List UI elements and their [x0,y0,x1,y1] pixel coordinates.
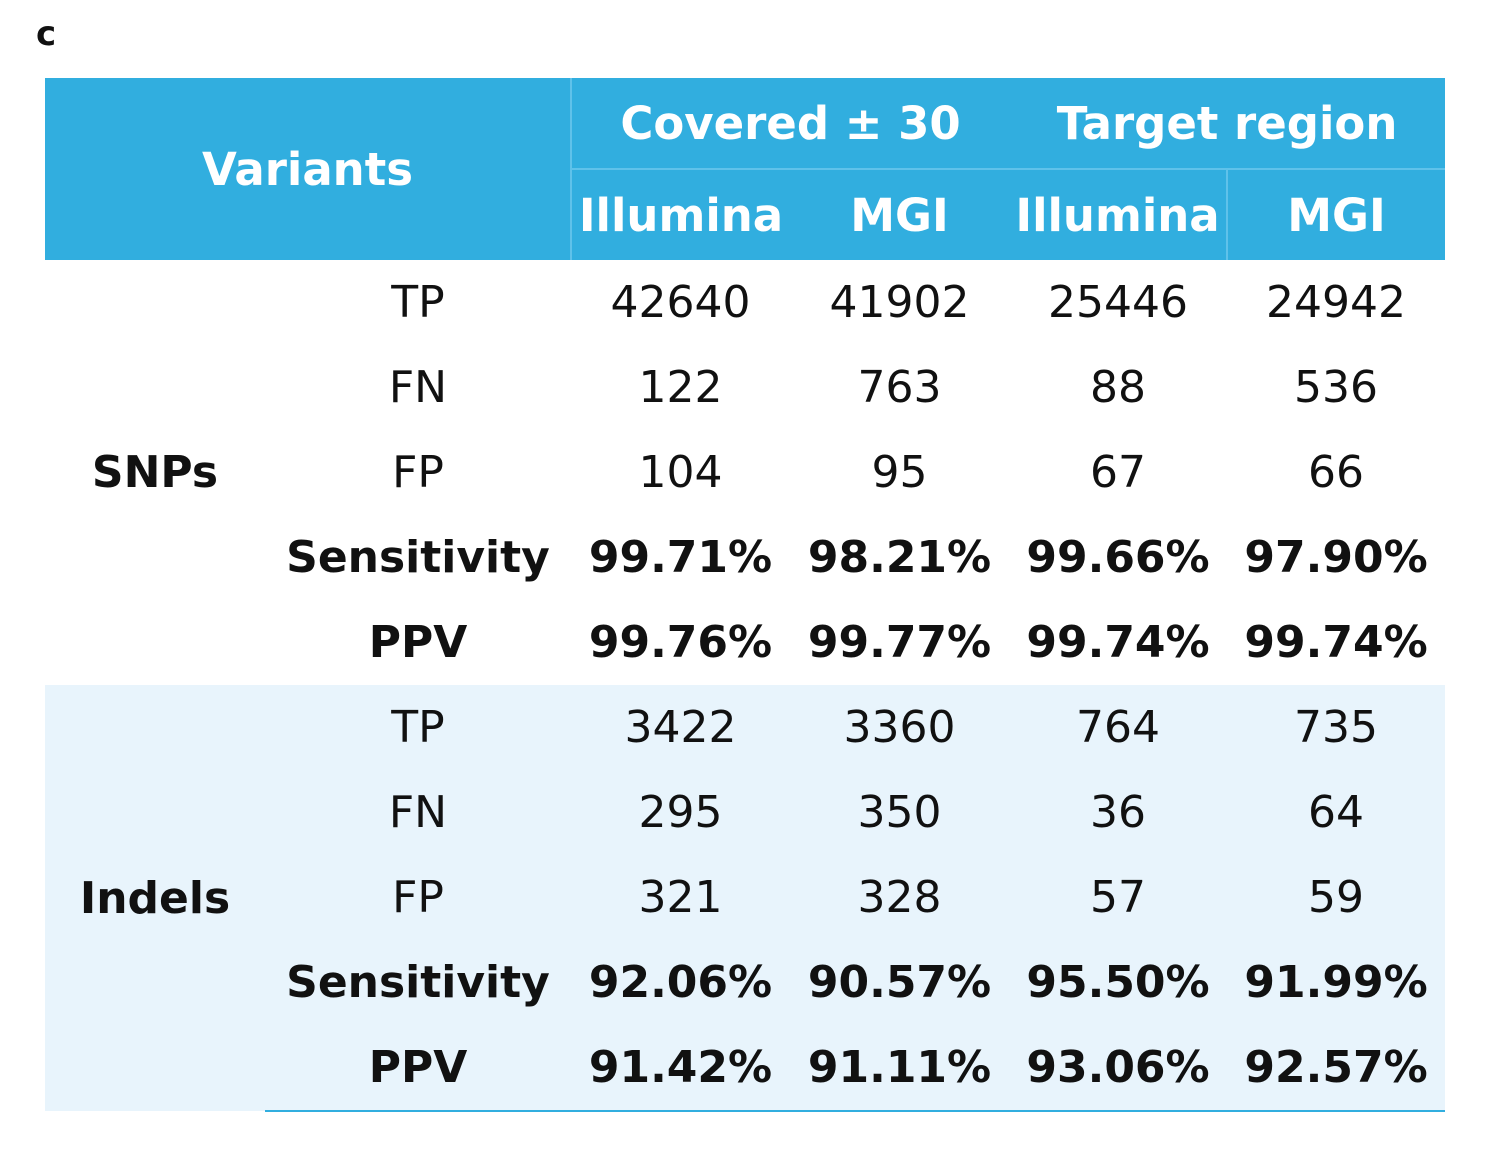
value-cell: 91.42% [571,1025,790,1112]
value-cell: 92.06% [571,940,790,1025]
metric-label: TP [391,277,445,328]
indels-section: Indels TP 3422 3360 764 735 FN 295 350 36 64 FP 321 3… [45,685,1446,1112]
value-cell: 93.06% [1009,1025,1228,1112]
value-cell: 321 [571,855,790,940]
value-cell: 59 [1227,855,1446,940]
value-cell: 536 [1294,362,1379,413]
value-cell: 104 [638,447,723,498]
table-row: PPV 99.76% 99.77% 99.74% 99.74% [45,600,1445,685]
table-row: SNPs TP 42640 41902 25446 24942 [45,260,1445,498]
value-cell: 99.77% [807,617,992,668]
platform-header: Illumina [1009,169,1228,260]
value-cell: 67 [1090,447,1147,498]
value-cell: 99.76% [588,617,773,668]
metric-label: FP [265,855,571,940]
metric-label: Sensitivity [286,532,550,583]
value-cell: 328 [790,855,1010,940]
section-label: Indels [45,685,265,1111]
metric-label: PPV [368,617,468,668]
table-row: FN 295 350 36 64 [45,770,1446,855]
table-row: FN 122 763 88 536 [45,345,1445,430]
value-cell: 95.50% [1009,940,1228,1025]
value-cell: 25446 [1048,277,1188,328]
table-row: PPV 91.42% 91.11% 93.06% 92.57% [45,1025,1446,1112]
value-cell: 41902 [829,277,970,328]
table-header: Variants Covered ± 30 Target region Illu… [45,78,1446,260]
platform-header: Illumina [570,169,790,260]
value-cell: 122 [638,362,723,413]
metric-label: TP [265,685,571,770]
value-cell: 66 [1308,447,1365,498]
table-row: Indels TP 3422 3360 764 735 [45,685,1446,1111]
value-cell: 3360 [790,685,1010,770]
value-cell: 98.21% [807,532,992,583]
metric-label: FN [388,362,448,413]
value-cell: 57 [1009,855,1228,940]
platform-header: MGI [790,169,1010,260]
panel-label: c [36,14,57,54]
value-cell: 88 [1090,362,1147,413]
value-cell: 3422 [571,685,790,770]
value-cell: 99.66% [1026,532,1210,583]
platform-header: MGI [1226,169,1446,260]
value-cell: 42640 [610,277,751,328]
value-cell: 295 [571,770,790,855]
value-cell: 735 [1227,685,1446,770]
metric-label: PPV [265,1025,571,1112]
value-cell: 24942 [1266,277,1407,328]
table-row: FP 321 328 57 59 [45,855,1446,940]
group-header-covered: Covered ± 30 [569,78,1010,170]
value-cell: 763 [857,362,942,413]
group-header-target: Target region [1009,78,1446,170]
value-cell: 99.71% [588,532,773,583]
table-row: Sensitivity 99.71% 98.21% 99.66% 97.90% [45,515,1445,600]
value-cell: 350 [790,770,1010,855]
value-cell: 36 [1009,770,1228,855]
metric-label: FN [265,770,571,855]
value-cell: 99.74% [1026,617,1210,668]
value-cell: 92.57% [1227,1025,1446,1112]
value-cell: 97.90% [1244,532,1428,583]
value-cell: 95 [871,447,928,498]
table-row: Sensitivity 92.06% 90.57% 95.50% 91.99% [45,940,1446,1025]
metric-label: Sensitivity [265,940,571,1025]
variants-header: Variants [45,78,571,260]
metric-label: FP [392,447,444,498]
value-cell: 764 [1009,685,1228,770]
value-cell: 91.99% [1227,940,1446,1025]
value-cell: 64 [1227,770,1446,855]
table-row: FP 104 95 67 66 [45,430,1445,515]
value-cell: 91.11% [790,1025,1010,1112]
value-cell: 90.57% [790,940,1010,1025]
section-label: SNPs [91,447,219,498]
snps-section: SNPs TP 42640 41902 25446 24942 FN 122 763 88 536 F… [45,260,1445,685]
variant-metrics-table: Variants Covered ± 30 Target region Illu… [45,78,1446,1112]
value-cell: 99.74% [1244,617,1428,668]
